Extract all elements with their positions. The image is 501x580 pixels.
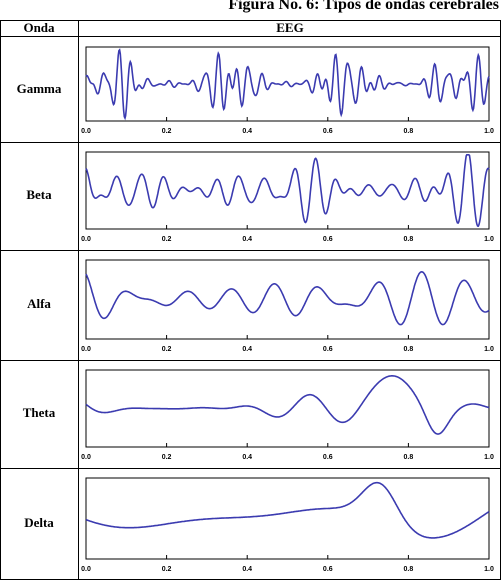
header-divider [0, 36, 501, 37]
x-tick-label: 0.0 [81, 346, 91, 353]
x-tick-label: 0.4 [242, 128, 252, 135]
x-tick-label: 0.0 [81, 236, 91, 243]
wave-name-beta: Beta [26, 187, 52, 202]
x-tick-label: 0.2 [162, 128, 172, 135]
x-tick-label: 0.8 [404, 128, 414, 135]
plot-frame-alfa [85, 259, 490, 340]
x-tick-label: 0.8 [404, 346, 414, 353]
x-tick-label: 0.6 [323, 346, 333, 353]
waveform-gamma [85, 48, 490, 121]
plot-frame-gamma [85, 46, 490, 122]
x-tick-label: 1.0 [484, 454, 494, 461]
x-tick-label: 0.0 [81, 566, 91, 573]
plot-frame-beta [85, 151, 490, 230]
waveform-beta [85, 154, 490, 227]
x-tick-label: 1.0 [484, 236, 494, 243]
x-tick-label: 1.0 [484, 128, 494, 135]
wave-name-theta: Theta [22, 405, 56, 420]
x-tick-label: 0.4 [242, 236, 252, 243]
figure-caption: Figura No. 6: Tipos de ondas cerebrales [228, 0, 499, 13]
wave-name-delta: Delta [24, 515, 54, 530]
column-divider [78, 20, 79, 580]
row-divider [0, 468, 501, 469]
x-tick-label: 0.8 [404, 566, 414, 573]
row-divider [0, 250, 501, 251]
x-tick-label: 0.6 [323, 454, 333, 461]
x-tick-label: 0.4 [242, 566, 252, 573]
row-divider [0, 360, 501, 361]
x-tick-label: 1.0 [484, 566, 494, 573]
x-tick-label: 0.2 [162, 454, 172, 461]
x-tick-label: 0.0 [81, 128, 91, 135]
x-tick-label: 0.8 [404, 454, 414, 461]
x-tick-label: 0.2 [162, 346, 172, 353]
x-tick-label: 0.0 [81, 454, 91, 461]
wave-name-gamma: Gamma [16, 80, 62, 96]
wave-name-alfa: Alfa [27, 296, 51, 311]
waveform-theta [85, 374, 490, 435]
plot-frame-theta [85, 369, 490, 448]
x-tick-label: 0.2 [162, 236, 172, 243]
column-header-wave: Onda [23, 20, 55, 35]
x-tick-label: 0.4 [242, 346, 252, 353]
row-divider [0, 142, 501, 143]
waveform-alfa [85, 270, 490, 326]
plot-frame-delta [85, 477, 490, 560]
x-tick-label: 1.0 [484, 346, 494, 353]
x-tick-label: 0.8 [404, 236, 414, 243]
x-tick-label: 0.2 [162, 566, 172, 573]
x-tick-label: 0.4 [242, 454, 252, 461]
waveform-delta [85, 481, 490, 539]
x-tick-label: 0.6 [323, 566, 333, 573]
x-tick-label: 0.6 [323, 128, 333, 135]
x-tick-label: 0.6 [323, 236, 333, 243]
column-header-eeg: EEG [276, 20, 304, 35]
